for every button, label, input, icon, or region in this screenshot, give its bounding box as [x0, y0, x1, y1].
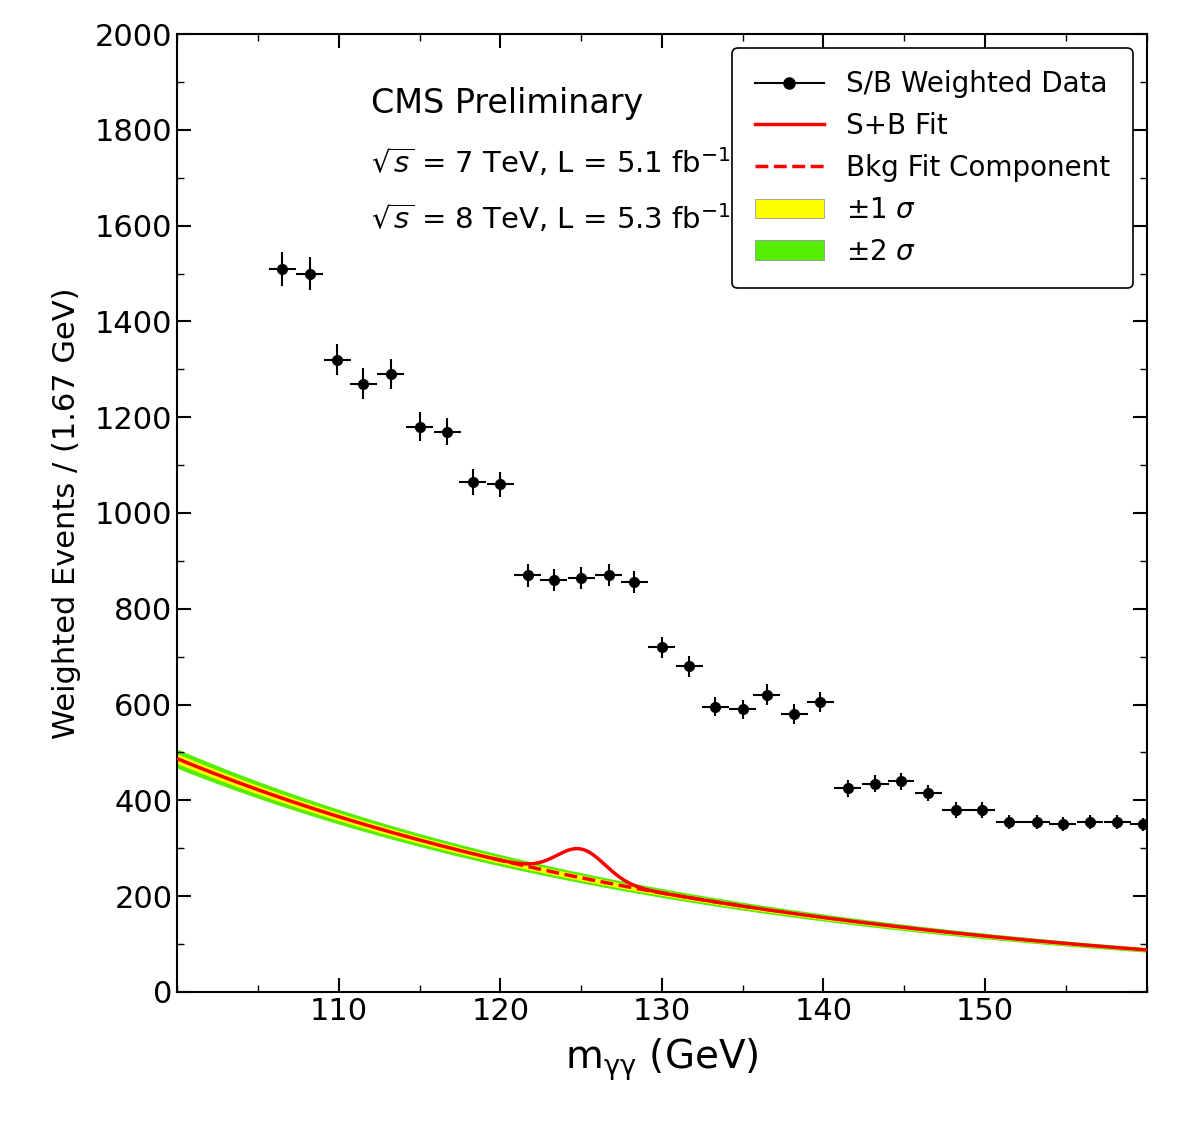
Y-axis label: Weighted Events / (1.67 GeV): Weighted Events / (1.67 GeV)	[52, 287, 80, 739]
Text: $\sqrt{s}$ = 8 TeV, L = 5.3 fb$^{-1}$: $\sqrt{s}$ = 8 TeV, L = 5.3 fb$^{-1}$	[371, 202, 730, 235]
Legend: S/B Weighted Data, S+B Fit, Bkg Fit Component, $\pm$1 $\sigma$, $\pm$2 $\sigma$: S/B Weighted Data, S+B Fit, Bkg Fit Comp…	[733, 48, 1132, 288]
Text: $\sqrt{s}$ = 7 TeV, L = 5.1 fb$^{-1}$: $\sqrt{s}$ = 7 TeV, L = 5.1 fb$^{-1}$	[371, 146, 730, 179]
X-axis label: $\mathrm{m_{\gamma\gamma}}$ (GeV): $\mathrm{m_{\gamma\gamma}}$ (GeV)	[565, 1036, 759, 1083]
Text: CMS Preliminary: CMS Preliminary	[371, 87, 643, 120]
